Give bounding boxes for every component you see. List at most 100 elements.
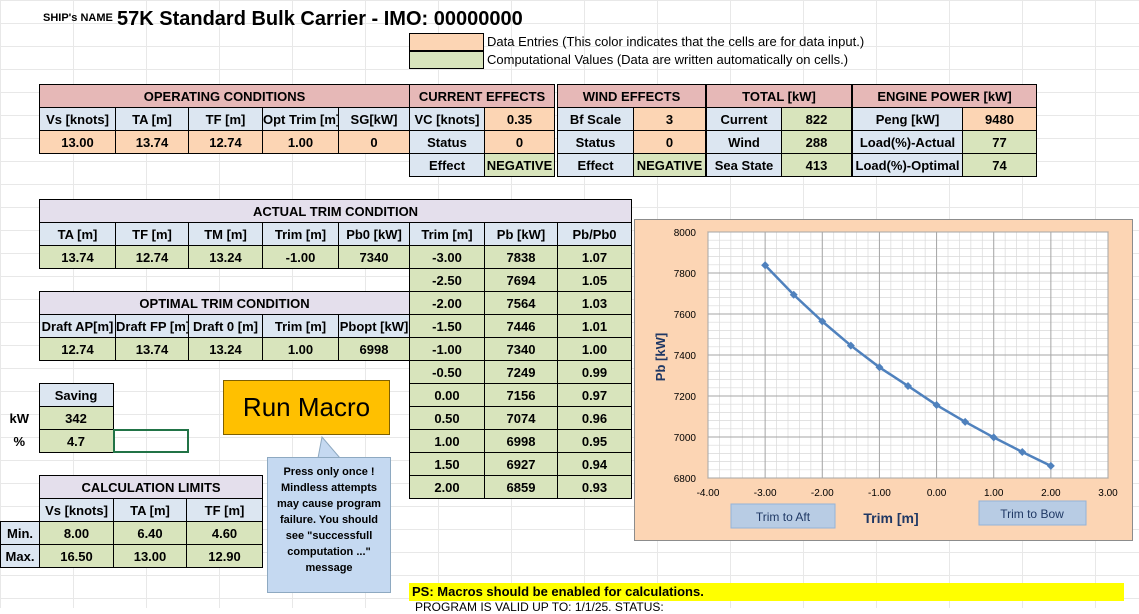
draft-0-value: 13.24 xyxy=(188,337,263,361)
load-actual-label: Load(%)-Actual xyxy=(852,130,963,154)
y-axis-ticks: 6800 7000 7200 7400 7600 7800 8000 xyxy=(674,228,697,485)
actual-trim-value: -1.00 xyxy=(262,245,339,269)
trim-row-2-ratio: 1.03 xyxy=(557,291,632,315)
trim-row-4-trim: -1.00 xyxy=(409,337,485,361)
y-axis-label: Pb [kW] xyxy=(653,333,668,381)
y-tick-label: 7600 xyxy=(674,310,697,321)
trim-row-5-trim: -0.50 xyxy=(409,360,485,384)
engine-power-title: ENGINE POWER [kW] xyxy=(852,84,1037,108)
ratio-col-header: Pb/Pb0 xyxy=(556,222,633,246)
wind-status-label: Status xyxy=(557,130,634,154)
trim-row-0-trim: -3.00 xyxy=(409,245,485,269)
trim-to-bow-box xyxy=(978,500,1087,526)
y-tick-label: 7000 xyxy=(674,433,697,444)
current-status-label: Status xyxy=(409,130,485,154)
current-status-input[interactable]: 0 xyxy=(483,130,556,154)
actual-trim-table: ACTUAL TRIM CONDITION TA [m] TF [m] TM [… xyxy=(38,199,633,269)
selected-cell[interactable] xyxy=(113,429,189,453)
peng-label: Peng [kW] xyxy=(852,107,963,131)
x-tick-label: -4.00 xyxy=(697,488,720,499)
vc-label: VC [knots] xyxy=(409,107,485,131)
opt-trim-input[interactable]: 1.00 xyxy=(262,130,339,154)
x-axis-ticks: -4.00 -3.00 -2.00 -1.00 0.00 1.00 2.00 3.00 xyxy=(697,488,1119,499)
major-grid xyxy=(707,231,1109,479)
draft-ap-header: Draft AP[m] xyxy=(39,314,116,338)
y-tick-label: 7400 xyxy=(674,351,697,362)
engine-power-table: ENGINE POWER [kW] Peng [kW] 9480 Load(%)-… xyxy=(852,84,1037,177)
trim-to-bow-label: Trim to Bow xyxy=(1000,507,1064,521)
load-optimal-value: 74 xyxy=(962,153,1037,177)
total-sea-state-label: Sea State xyxy=(706,153,782,177)
sg-input[interactable]: 0 xyxy=(337,130,411,154)
actual-pb0-value: 7340 xyxy=(338,245,410,269)
data-point xyxy=(818,317,827,326)
optimal-trim-table: OPTIMAL TRIM CONDITION Draft AP[m] Draft… xyxy=(38,291,411,361)
run-macro-button[interactable]: Run Macro xyxy=(223,380,390,435)
saving-kw-value: 342 xyxy=(38,406,114,430)
trim-to-aft-label: Trim to Aft xyxy=(756,510,811,524)
saving-kw-label: kW xyxy=(9,410,30,426)
actual-trim-title: ACTUAL TRIM CONDITION xyxy=(38,199,633,223)
y-tick-label: 8000 xyxy=(674,228,697,239)
wind-status-input[interactable]: 0 xyxy=(633,130,706,154)
y-tick-label: 7200 xyxy=(674,392,697,403)
draft-fp-header: Draft FP [m] xyxy=(115,314,189,338)
data-point xyxy=(789,290,798,299)
trim-row-3-trim: -1.50 xyxy=(409,314,485,338)
limits-max-ta: 13.00 xyxy=(113,544,187,568)
x-tick-label: 0.00 xyxy=(927,488,947,499)
total-wind-label: Wind xyxy=(706,130,782,154)
tf-header: TF [m] xyxy=(188,107,263,131)
bf-input[interactable]: 3 xyxy=(633,107,706,131)
trim-row-10-ratio: 0.93 xyxy=(557,475,632,499)
load-optimal-label: Load(%)-Optimal xyxy=(852,153,963,177)
trim-row-2-trim: -2.00 xyxy=(409,291,485,315)
trim-row-0-ratio: 1.07 xyxy=(556,245,633,269)
load-actual-value: 77 xyxy=(962,130,1037,154)
vc-input[interactable]: 0.35 xyxy=(483,107,556,131)
pbopt-value: 6998 xyxy=(337,337,411,361)
data-point xyxy=(989,433,998,442)
trim-row-1-pb: 7694 xyxy=(484,268,558,292)
ship-name-label: SHIP's NAME xyxy=(43,12,113,24)
limits-max-label: Max. xyxy=(0,544,40,568)
total-table: TOTAL [kW] Current 822 Wind 288 Sea State 4… xyxy=(705,84,853,177)
macro-notice: PS: Macros should be enabled for calcula… xyxy=(409,583,1124,601)
trim-to-aft-box xyxy=(730,503,836,529)
trim-row-6-pb: 7156 xyxy=(484,383,558,407)
trim-row-7-pb: 7074 xyxy=(484,406,558,430)
vs-header: Vs [knots] xyxy=(39,107,116,131)
limits-vs-header: Vs [knots] xyxy=(39,498,114,522)
series-markers xyxy=(761,261,1055,470)
trim-row-3-pb: 7446 xyxy=(484,314,558,338)
wind-effects-title: WIND EFFECTS xyxy=(557,84,706,108)
legend-computed-text: Computational Values (Data are written a… xyxy=(487,52,849,67)
x-tick-label: 3.00 xyxy=(1098,488,1118,499)
data-point xyxy=(932,401,941,410)
peng-input[interactable]: 9480 xyxy=(962,107,1037,131)
actual-tm-header: TM [m] xyxy=(188,222,263,246)
x-tick-label: -1.00 xyxy=(868,488,891,499)
trim-row-8-ratio: 0.95 xyxy=(557,429,632,453)
data-point xyxy=(846,341,855,350)
operating-conditions-table: OPERATING CONDITIONS Vs [knots] TA [m] T… xyxy=(38,84,411,154)
x-tick-label: 2.00 xyxy=(1041,488,1061,499)
total-current-value: 822 xyxy=(780,107,853,131)
optimal-trim-header: Trim [m] xyxy=(262,314,339,338)
trim-row-3-ratio: 1.01 xyxy=(557,314,632,338)
vs-input[interactable]: 13.00 xyxy=(39,130,116,154)
trim-row-10-pb: 6859 xyxy=(484,475,558,499)
limits-tf-header: TF [m] xyxy=(185,498,264,522)
total-wind-value: 288 xyxy=(780,130,853,154)
limits-min-ta: 6.40 xyxy=(113,521,187,545)
data-point xyxy=(761,261,770,270)
trim-row-6-trim: 0.00 xyxy=(409,383,485,407)
optimal-trim-value: 1.00 xyxy=(262,337,339,361)
draft-fp-value: 13.74 xyxy=(115,337,189,361)
actual-trim-header: Trim [m] xyxy=(262,222,339,246)
trim-col-header: Trim [m] xyxy=(409,222,485,246)
ta-input[interactable]: 13.74 xyxy=(115,130,189,154)
tf-input[interactable]: 12.74 xyxy=(188,130,263,154)
wind-effect-label: Effect xyxy=(557,153,634,177)
